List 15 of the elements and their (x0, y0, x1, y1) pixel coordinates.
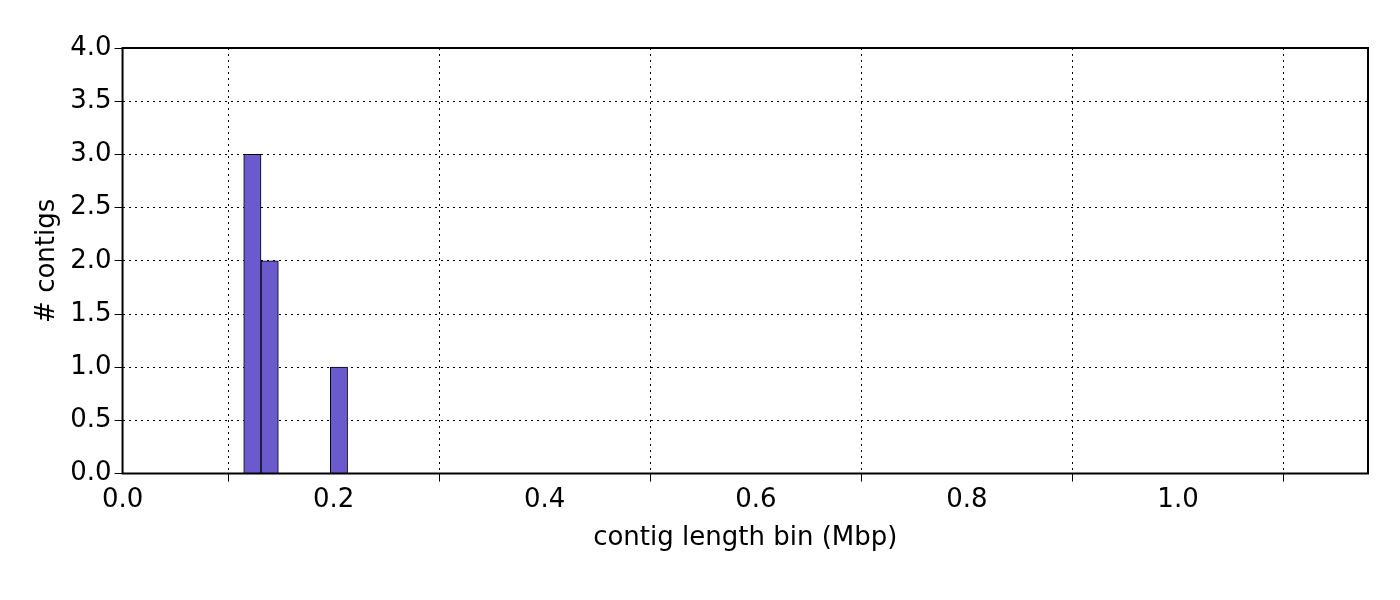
x-tick-label: 1.0 (1157, 482, 1199, 513)
x-tick-label: 0.6 (735, 482, 777, 513)
y-tick-label: 2.0 (70, 243, 112, 274)
y-tick-label: 2.5 (70, 190, 112, 221)
y-axis-title: # contigs (30, 198, 61, 323)
x-tick-label: 0.8 (946, 482, 988, 513)
y-tick-label: 1.5 (70, 296, 112, 327)
x-tick-label: 0.2 (312, 482, 355, 513)
x-tick-label: 0.4 (524, 482, 566, 513)
y-tick-label: 3.5 (70, 83, 112, 114)
y-tick-label: 4.0 (70, 30, 112, 61)
x-axis-title: contig length bin (Mbp) (593, 521, 898, 552)
y-tick-label: 1.0 (70, 349, 112, 380)
y-tick-label: 3.0 (70, 137, 112, 168)
y-tick-label: 0.5 (70, 403, 112, 434)
